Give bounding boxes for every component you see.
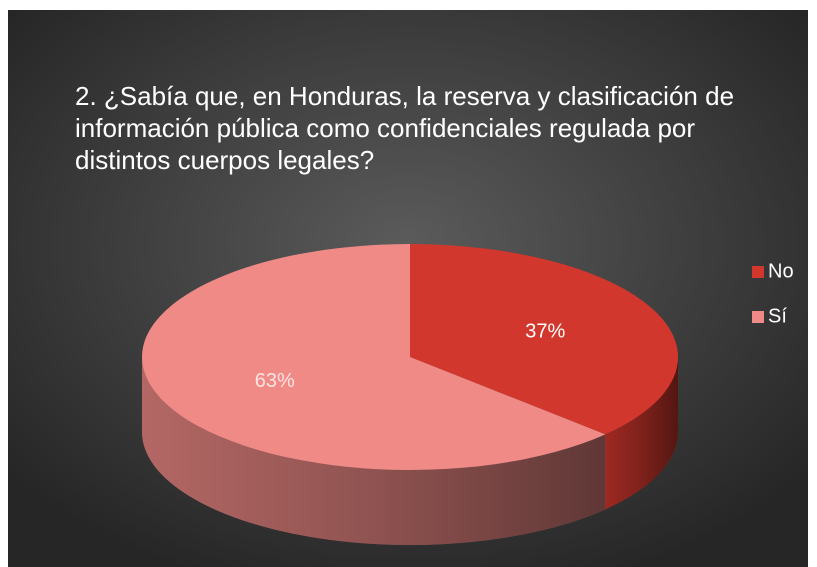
pie-slice xyxy=(410,244,678,435)
legend-label: No xyxy=(768,260,794,282)
legend-swatch xyxy=(752,311,764,323)
legend-swatch xyxy=(752,266,764,278)
data-label: 37% xyxy=(525,321,565,343)
data-label: 63% xyxy=(255,370,295,392)
pie-side-shade xyxy=(605,357,678,510)
pie-side-shade xyxy=(142,357,606,545)
pie-slice xyxy=(141,244,606,470)
chart-title: 2. ¿Sabía que, en Honduras, la reserva y… xyxy=(75,81,735,175)
legend-label: Sí xyxy=(768,305,787,327)
